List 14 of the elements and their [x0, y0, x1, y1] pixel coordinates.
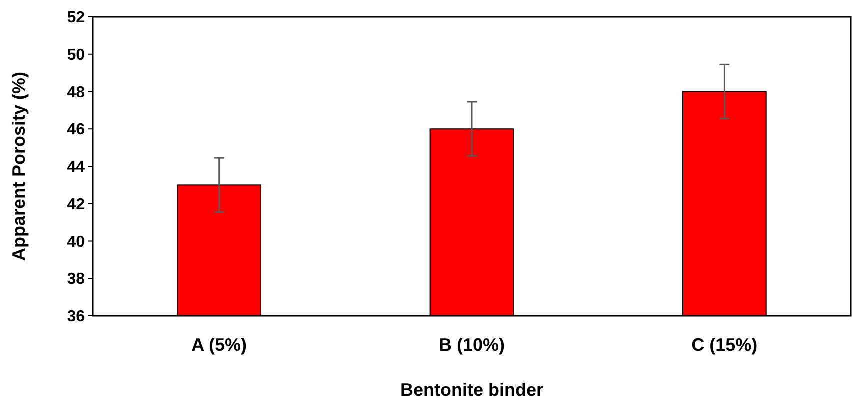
- y-axis-title: Apparent Porosity (%): [9, 72, 29, 262]
- x-axis-title: Bentonite binder: [400, 380, 544, 400]
- x-tick-label: B (10%): [438, 335, 506, 355]
- y-tick-label: 38: [67, 271, 86, 288]
- y-tick-label: 42: [67, 196, 86, 214]
- y-tick-label: 44: [67, 159, 86, 176]
- y-tick-label: 52: [67, 10, 86, 27]
- y-tick-label: 50: [67, 46, 86, 64]
- y-tick-label: 40: [67, 234, 86, 251]
- y-tick-label: 46: [67, 122, 86, 139]
- x-tick-label: A (5%): [192, 335, 248, 355]
- y-tick-label: 48: [67, 84, 86, 102]
- x-tick-label: C (15%): [692, 335, 758, 355]
- y-tick-label: 36: [67, 308, 86, 326]
